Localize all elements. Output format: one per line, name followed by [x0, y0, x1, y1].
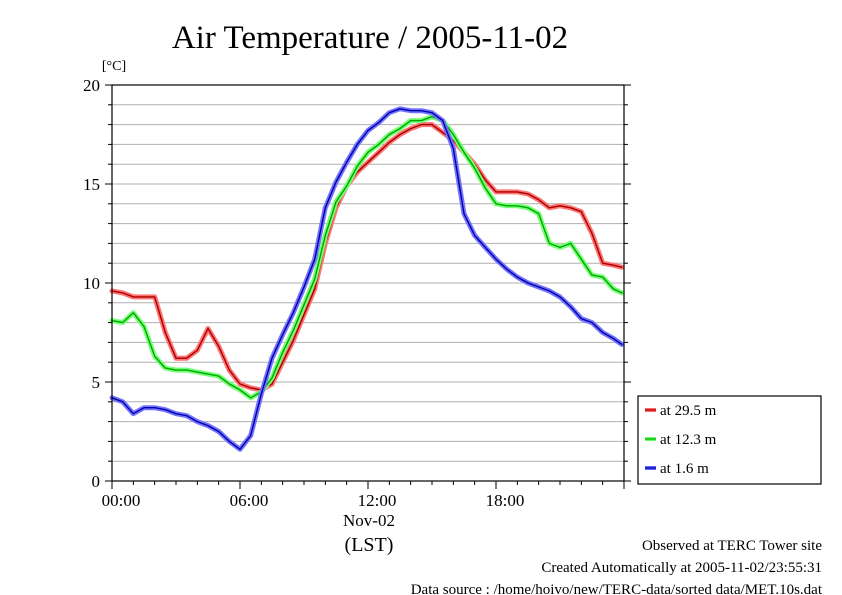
x-tick-label: 06:00: [230, 491, 269, 510]
gridlines: [112, 104, 624, 462]
series-layer: [109, 106, 625, 452]
x-tick-label: 12:00: [358, 491, 397, 510]
y-axis-unit-label: [°C]: [102, 59, 126, 74]
data-source-note: Data source : /home/hoivo/new/TERC-data/…: [411, 582, 823, 595]
legend-items: at 29.5 m at 12.3 m at 1.6 m: [645, 403, 717, 477]
created-note: Created Automatically at 2005-11-02/23:5…: [541, 560, 822, 576]
x-tick-label: 00:00: [102, 491, 141, 510]
series-line-1: [111, 116, 623, 399]
y-tick-label: 5: [92, 373, 101, 392]
y-axis: 0 5 10 15 20: [83, 76, 631, 491]
x-axis-label: (LST): [345, 534, 394, 556]
series-line-0: [111, 123, 623, 391]
y-tick-label: 20: [83, 76, 100, 95]
legend-label: at 1.6 m: [660, 461, 709, 477]
legend-label: at 12.3 m: [660, 432, 717, 448]
legend: at 29.5 m at 12.3 m at 1.6 m: [637, 395, 822, 485]
legend-box: [637, 395, 822, 485]
series-line-2: [111, 108, 623, 450]
chart-title: Air Temperature / 2005-11-02: [172, 20, 568, 56]
site-note: Observed at TERC Tower site: [642, 538, 822, 554]
y-tick-label: 15: [83, 175, 100, 194]
x-axis-date-label: Nov-02: [343, 511, 395, 530]
legend-label: at 29.5 m: [660, 403, 717, 419]
y-tick-label: 0: [92, 472, 101, 491]
y-tick-label: 10: [83, 274, 100, 293]
x-axis: 00:00 06:00 12:00 18:00: [102, 481, 625, 510]
x-tick-label: 18:00: [486, 491, 525, 510]
